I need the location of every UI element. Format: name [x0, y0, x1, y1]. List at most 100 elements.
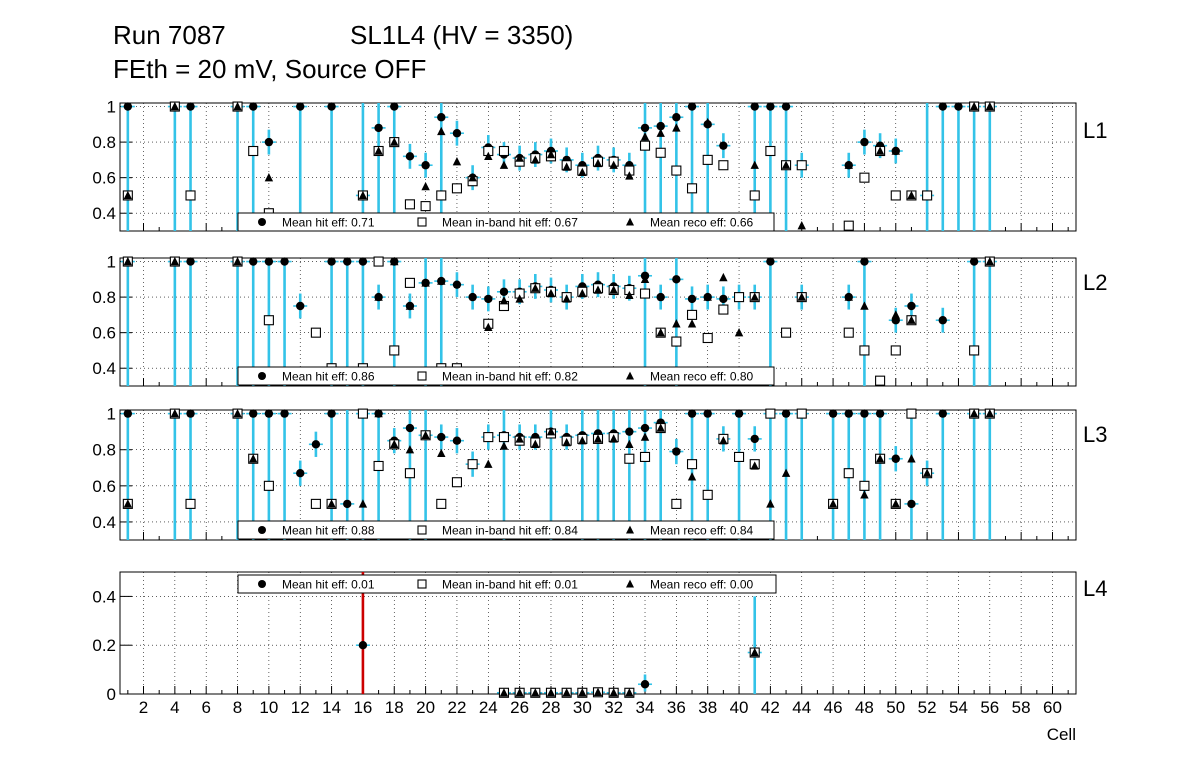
- hit-eff-point: [954, 102, 963, 111]
- inband-eff-point: [733, 451, 745, 462]
- hit-eff-point: [186, 409, 195, 418]
- hit-eff-point: [844, 409, 853, 418]
- reco-eff-point: [969, 101, 979, 111]
- reco-eff-point: [719, 436, 728, 445]
- inband-eff-point: [843, 468, 854, 479]
- reco-eff-point: [390, 439, 399, 449]
- reco-eff-point: [640, 132, 650, 141]
- legend-marker-circle: [258, 580, 266, 588]
- reco-eff-point: [734, 328, 744, 337]
- inband-eff-point: [906, 408, 917, 419]
- hit-eff-point: [452, 280, 462, 289]
- reco-eff-point: [844, 160, 853, 169]
- legend: Mean hit eff: 0.01 Mean in-band hit eff: …: [237, 574, 777, 594]
- inband-eff-point: [702, 489, 713, 500]
- reco-eff-point: [421, 278, 430, 287]
- reco-eff-point: [499, 688, 509, 697]
- reco-eff-point: [797, 292, 806, 301]
- reco-eff-point: [531, 155, 540, 164]
- reco-eff-point: [546, 688, 556, 697]
- inband-eff-point: [639, 451, 651, 462]
- x-tick-label: 28: [542, 698, 561, 717]
- reco-eff-point: [170, 101, 180, 111]
- panel-l3: 0.4 0.6 0.8 1 Mean hit eff: 0.88 Mean in-band…: [92, 405, 1077, 541]
- reco-eff-point: [656, 423, 665, 432]
- reco-eff-point: [844, 292, 853, 301]
- reco-eff-point: [562, 162, 571, 171]
- reco-eff-point: [625, 439, 634, 449]
- reco-eff-point: [327, 499, 336, 508]
- inband-eff-point: [310, 498, 321, 509]
- inband-eff-point: [796, 408, 807, 419]
- reco-eff-point: [123, 499, 133, 508]
- hit-eff-point: [687, 294, 697, 304]
- inband-eff-point: [263, 315, 274, 326]
- panel-label-l3: L3: [1083, 422, 1107, 447]
- reco-eff-point: [609, 434, 618, 443]
- inband-eff-point: [702, 154, 713, 165]
- x-tick-label: 26: [510, 698, 529, 717]
- reco-eff-point: [625, 688, 634, 697]
- reco-eff-point: [875, 454, 885, 463]
- x-tick-label: 48: [855, 698, 874, 717]
- reco-eff-point: [781, 160, 791, 169]
- hit-eff-point: [875, 409, 885, 418]
- legend-label: Mean reco eff: 0.84: [650, 524, 754, 538]
- hit-eff-point: [640, 123, 650, 133]
- x-tick-label: 38: [698, 698, 717, 717]
- hit-eff-point: [907, 301, 916, 311]
- reco-eff-point: [531, 688, 540, 697]
- reco-eff-point: [891, 146, 900, 155]
- hit-eff-point: [672, 113, 681, 122]
- legend: Mean hit eff: 0.71 Mean in-band hit eff: …: [237, 212, 775, 232]
- x-tick-label: 22: [447, 698, 466, 717]
- legend-marker-circle: [258, 526, 266, 534]
- reco-eff-point: [437, 276, 446, 285]
- reco-eff-point: [546, 288, 556, 298]
- hit-eff-point: [640, 680, 650, 689]
- reco-eff-point: [891, 310, 900, 319]
- legend-marker-triangle: [626, 217, 634, 226]
- reco-eff-point: [672, 319, 681, 328]
- hit-eff-point: [891, 454, 900, 463]
- reco-eff-point: [421, 430, 430, 439]
- reco-eff-point: [703, 292, 712, 301]
- reco-eff-point: [374, 146, 383, 155]
- x-tick-label: 30: [573, 698, 592, 717]
- x-tick-label: 54: [949, 698, 968, 717]
- reco-eff-point: [390, 256, 399, 266]
- legend-marker-triangle: [626, 525, 634, 534]
- inband-eff-point: [718, 304, 729, 315]
- inband-eff-point: [733, 292, 745, 303]
- reco-eff-point: [358, 499, 368, 508]
- reco-eff-point: [875, 146, 885, 155]
- hit-eff-point: [687, 409, 697, 418]
- inband-eff-point: [310, 327, 321, 338]
- reco-eff-point: [123, 256, 133, 266]
- hit-eff-point: [719, 294, 728, 304]
- x-tick-label: 52: [918, 698, 937, 717]
- inband-eff-point: [922, 190, 933, 201]
- reco-eff-point: [515, 688, 524, 697]
- hit-eff-point: [452, 129, 462, 138]
- hit-eff-point: [781, 102, 791, 111]
- hit-eff-point: [938, 102, 947, 111]
- reco-eff-point: [609, 285, 618, 294]
- reco-eff-point: [969, 408, 979, 418]
- inband-eff-point: [686, 309, 698, 320]
- hit-eff-point: [938, 409, 947, 418]
- hit-eff-point: [123, 409, 133, 418]
- legend-box: [237, 366, 775, 386]
- hit-eff-point: [264, 409, 274, 418]
- reco-eff-point: [531, 283, 540, 292]
- x-tick-label: 14: [322, 698, 341, 717]
- reco-eff-point: [656, 128, 665, 137]
- hit-eff-point: [280, 257, 289, 266]
- reco-eff-point: [578, 436, 587, 445]
- inband-eff-point: [765, 145, 776, 157]
- reco-eff-point: [985, 101, 995, 111]
- legend-label: Mean in-band hit eff: 0.01: [442, 578, 578, 592]
- x-tick-label: 34: [636, 698, 655, 717]
- reco-eff-point: [515, 153, 524, 162]
